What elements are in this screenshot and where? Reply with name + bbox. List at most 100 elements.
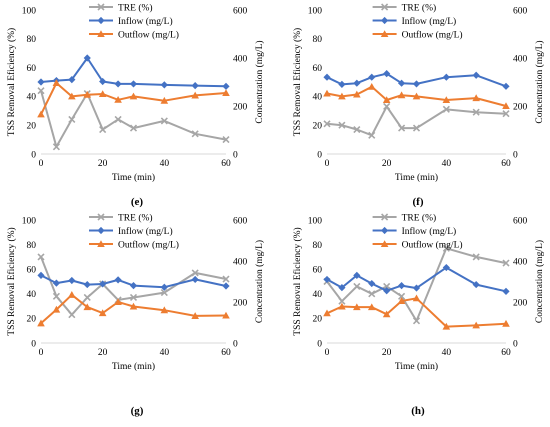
legend-item: Outflow (mg/L) (372, 29, 463, 40)
y-right-tick-label: 400 (233, 54, 248, 64)
data-point (52, 305, 61, 313)
y-left-tick-label: 100 (308, 6, 323, 16)
data-point (502, 319, 510, 327)
series-line (326, 85, 507, 107)
y-left-tick-label: 40 (27, 93, 37, 103)
data-point (382, 310, 391, 318)
legend-label: Outflow (mg/L) (118, 239, 179, 250)
data-point (502, 82, 510, 90)
data-point (129, 293, 138, 302)
data-point (129, 124, 138, 132)
data-point (160, 117, 168, 125)
data-point (368, 131, 376, 139)
data-point (114, 276, 122, 284)
y-left-tick-label: 40 (313, 93, 323, 103)
x-tick-label: 40 (442, 348, 452, 358)
series-line (40, 274, 227, 289)
y-right-tick-label: 400 (513, 54, 528, 64)
x-tick-label: 0 (39, 348, 44, 358)
data-point (368, 279, 376, 288)
panel-label: (f) (413, 196, 424, 208)
data-point (353, 271, 361, 279)
data-point (222, 282, 230, 290)
data-point (412, 124, 421, 132)
legend: TRE (%) Inflow (mg/L) Outflow (mg/L) (372, 212, 463, 250)
legend: TRE (%) Inflow (mg/L) Outflow (mg/L) (372, 2, 463, 40)
legend-item: Inflow (mg/L) (89, 226, 173, 237)
legend-item: Outflow (mg/L) (372, 239, 463, 250)
data-point (412, 284, 421, 292)
data-point (98, 309, 107, 317)
series-outflow (37, 291, 230, 327)
y-left-tick-label: 100 (22, 216, 37, 226)
data-point (412, 317, 421, 325)
data-point (160, 81, 168, 89)
legend-item: Inflow (mg/L) (89, 16, 173, 27)
data-point (338, 80, 346, 88)
series-line (326, 105, 507, 137)
y-right-axis-title: Concentration (mg/L) (534, 40, 545, 123)
data-point (191, 91, 199, 99)
y-right-tick-label: 400 (513, 257, 528, 267)
series-tre (323, 102, 510, 139)
data-point (398, 292, 406, 300)
data-point (129, 92, 138, 100)
data-point (37, 78, 45, 86)
data-point (338, 297, 346, 305)
x-axis-title: Time (min) (395, 172, 438, 183)
data-point (338, 92, 346, 100)
chart-panel: 0 20 40 60 80 100 0 200 400 600 0 20 40 60 Time (min) T… (292, 212, 545, 417)
data-point (222, 82, 230, 90)
chart-panel: 0 20 40 60 80 100 0 200 400 600 0 20 40 60 Time (min) T… (6, 2, 265, 208)
data-point (37, 87, 45, 95)
data-point (412, 80, 421, 88)
series-tre (323, 244, 510, 325)
data-point (114, 298, 122, 305)
data-point (83, 54, 91, 62)
data-point (338, 302, 346, 310)
x-tick-label: 20 (98, 159, 108, 169)
y-left-axis-title: TSS Removal Eficiency (%) (292, 227, 303, 335)
data-point (37, 319, 45, 327)
legend-marker (97, 213, 105, 221)
legend: TRE (%) Inflow (mg/L) Outflow (mg/L) (89, 2, 179, 40)
data-point (502, 110, 510, 118)
series-outflow (323, 83, 510, 109)
data-point (502, 287, 510, 295)
data-point (383, 282, 391, 290)
x-tick-label: 60 (221, 159, 231, 169)
series-line (40, 57, 227, 88)
y-right-axis-title: Concentration (mg/L) (254, 40, 265, 123)
y-left-tick-label: 80 (27, 241, 37, 251)
data-point (68, 115, 76, 124)
data-point (412, 294, 421, 302)
y-right-tick-label: 600 (513, 216, 528, 226)
x-axis-title: Time (min) (395, 361, 438, 372)
legend-item: TRE (%) (372, 2, 436, 13)
data-point (502, 259, 510, 267)
panel-label: (h) (411, 405, 425, 417)
legend-item: TRE (%) (372, 212, 436, 223)
y-left-axis-title: TSS Removal Eficiency (%) (6, 227, 17, 335)
data-point (68, 311, 76, 319)
x-tick-label: 40 (442, 159, 452, 169)
x-tick-label: 0 (325, 348, 330, 358)
y-right-tick-label: 600 (513, 6, 528, 16)
data-point (68, 291, 76, 298)
y-right-tick-label: 0 (233, 339, 238, 349)
legend-marker (381, 3, 389, 11)
legend-label: TRE (%) (118, 212, 153, 223)
legend-label: Outflow (mg/L) (402, 239, 463, 250)
y-left-tick-label: 20 (313, 315, 323, 325)
legend-item: Inflow (mg/L) (372, 226, 456, 237)
data-point (338, 284, 346, 292)
y-left-tick-label: 0 (31, 339, 36, 349)
y-left-tick-label: 80 (313, 35, 323, 45)
y-left-tick-label: 40 (313, 290, 323, 300)
series-line (40, 90, 227, 148)
legend-marker (380, 240, 389, 247)
y-left-tick-label: 20 (313, 122, 323, 132)
legend-marker (97, 16, 105, 25)
data-point (398, 124, 406, 132)
data-point (52, 279, 61, 287)
